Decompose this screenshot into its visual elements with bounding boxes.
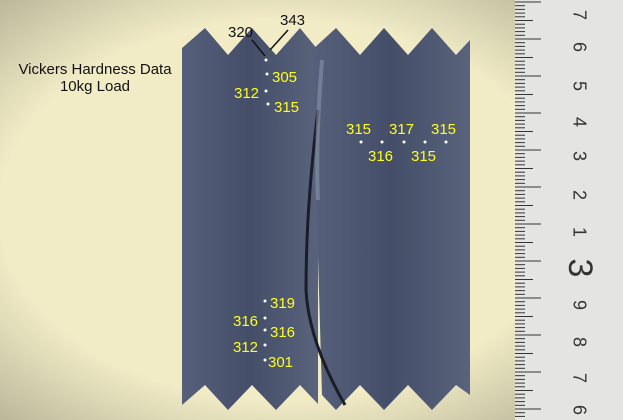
hardness-reading: 315 <box>411 148 436 165</box>
ruler-label: 9 <box>569 300 589 310</box>
hardness-reading: 312 <box>233 339 258 356</box>
hardness-reading: 316 <box>270 324 295 341</box>
ruler-label: 1 <box>569 227 589 237</box>
hardness-reading: 315 <box>274 99 299 116</box>
hardness-reading: 316 <box>368 148 393 165</box>
hardness-reading: 305 <box>272 69 297 86</box>
hardness-reading: 316 <box>233 313 258 330</box>
ruler-label: 3 <box>569 151 589 161</box>
indent <box>264 300 267 303</box>
ruler-label: 8 <box>569 337 589 347</box>
title: Vickers Hardness Data <box>18 61 172 78</box>
indent <box>445 141 448 144</box>
indent <box>266 73 269 76</box>
hardness-reading: 312 <box>234 85 259 102</box>
indent <box>424 141 427 144</box>
subtitle: 10kg Load <box>60 78 130 95</box>
ruler <box>515 0 623 420</box>
hardness-reading: 317 <box>389 121 414 138</box>
sample-right <box>312 28 470 410</box>
hardness-reading: 301 <box>268 354 293 371</box>
indent <box>403 141 406 144</box>
ruler-label: 7 <box>569 373 589 383</box>
indent <box>264 344 267 347</box>
indent <box>264 317 267 320</box>
ruler-label: 3 <box>561 259 599 278</box>
ruler-label: 2 <box>569 190 589 200</box>
indent <box>264 359 267 362</box>
hardness-reading: 319 <box>270 295 295 312</box>
indent <box>381 141 384 144</box>
indent <box>360 141 363 144</box>
hardness-reading: 315 <box>346 121 371 138</box>
hardness-reading: 343 <box>280 12 305 29</box>
hardness-reading: 315 <box>431 121 456 138</box>
indent <box>267 103 270 106</box>
indent <box>265 59 268 62</box>
photo: Vickers Hardness Data 10kg Load 7 6 5 4 3 2 1 3… <box>0 0 623 420</box>
ruler-label: 4 <box>569 117 589 127</box>
ruler-label: 7 <box>569 10 589 20</box>
indent <box>264 329 267 332</box>
ruler-label: 6 <box>569 405 589 415</box>
ruler-label: 5 <box>569 81 589 91</box>
ruler-label: 6 <box>569 42 589 52</box>
hardness-reading: 320 <box>228 24 253 41</box>
indent <box>265 90 268 93</box>
